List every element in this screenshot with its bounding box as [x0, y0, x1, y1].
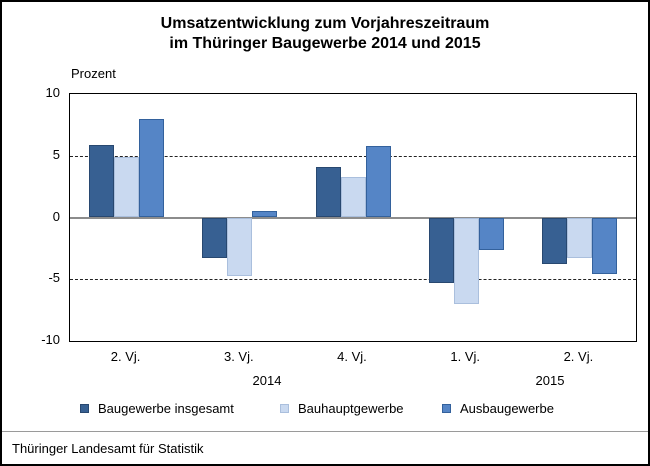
legend-label: Ausbaugewerbe: [460, 401, 554, 416]
zero-axis-line: [70, 216, 636, 219]
bar-series2-group3: [340, 176, 366, 218]
x-tick-label-group5: 2. Vj.: [563, 349, 594, 364]
footer-divider: [2, 431, 648, 432]
gridline--5: [70, 279, 636, 281]
bar-series2-group5: [566, 217, 592, 259]
y-axis-unit-label: Prozent: [71, 66, 116, 81]
y-tick-label-5: 5: [52, 146, 60, 162]
y-tick-label--10: -10: [41, 332, 60, 347]
legend-marker-icon: [442, 404, 451, 413]
legend-label: Baugewerbe insgesamt: [98, 401, 234, 416]
chart-title-line1: Umsatzentwicklung zum Vorjahreszeitraum: [160, 15, 490, 32]
x-tick-label-group3: 4. Vj.: [337, 349, 367, 364]
source-attribution: Thüringer Landesamt für Statistik: [12, 441, 204, 456]
year-label-2015: 2015: [535, 373, 565, 388]
bar-series1-group1: [89, 144, 115, 218]
y-tick-label-0: 0: [52, 208, 60, 224]
bar-series3-group1: [139, 118, 165, 218]
bar-series3-group4: [478, 217, 504, 250]
bar-series2-group1: [114, 156, 140, 218]
legend-item-1: Baugewerbe insgesamt: [80, 401, 234, 416]
legend-item-3: Ausbaugewerbe: [442, 401, 554, 416]
gridline-5: [70, 155, 636, 157]
bar-series1-group4: [428, 217, 454, 283]
bar-series2-group2: [227, 217, 253, 276]
bar-series1-group2: [202, 217, 228, 259]
plot-area: [69, 93, 637, 342]
legend-marker-icon: [80, 404, 89, 413]
legend-item-2: Bauhauptgewerbe: [280, 401, 404, 416]
year-label-2014: 2014: [252, 373, 282, 388]
chart-title: Umsatzentwicklung zum Vorjahreszeitraum …: [2, 14, 648, 54]
chart-title-line2: im Thüringer Baugewerbe 2014 und 2015: [169, 35, 481, 52]
bar-series3-group2: [252, 211, 278, 218]
legend-marker-icon: [280, 404, 289, 413]
y-tick-label--5: -5: [48, 270, 60, 286]
legend-label: Bauhauptgewerbe: [298, 401, 404, 416]
bar-series3-group3: [365, 145, 391, 218]
bar-series3-group5: [591, 217, 617, 275]
x-tick-label-group2: 3. Vj.: [223, 349, 254, 364]
y-tick-label-10: 10: [45, 85, 60, 100]
x-tick-label-group1: 2. Vj.: [110, 349, 141, 364]
bar-series1-group5: [541, 217, 567, 265]
bar-series2-group4: [453, 217, 479, 304]
x-tick-label-group4: 1. Vj.: [450, 349, 480, 364]
bar-series1-group3: [315, 166, 341, 218]
